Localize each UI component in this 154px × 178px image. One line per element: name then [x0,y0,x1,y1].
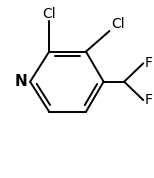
Text: N: N [14,74,27,89]
Text: F: F [145,93,153,107]
Text: Cl: Cl [111,17,125,31]
Text: F: F [145,56,153,70]
Text: Cl: Cl [42,7,56,21]
